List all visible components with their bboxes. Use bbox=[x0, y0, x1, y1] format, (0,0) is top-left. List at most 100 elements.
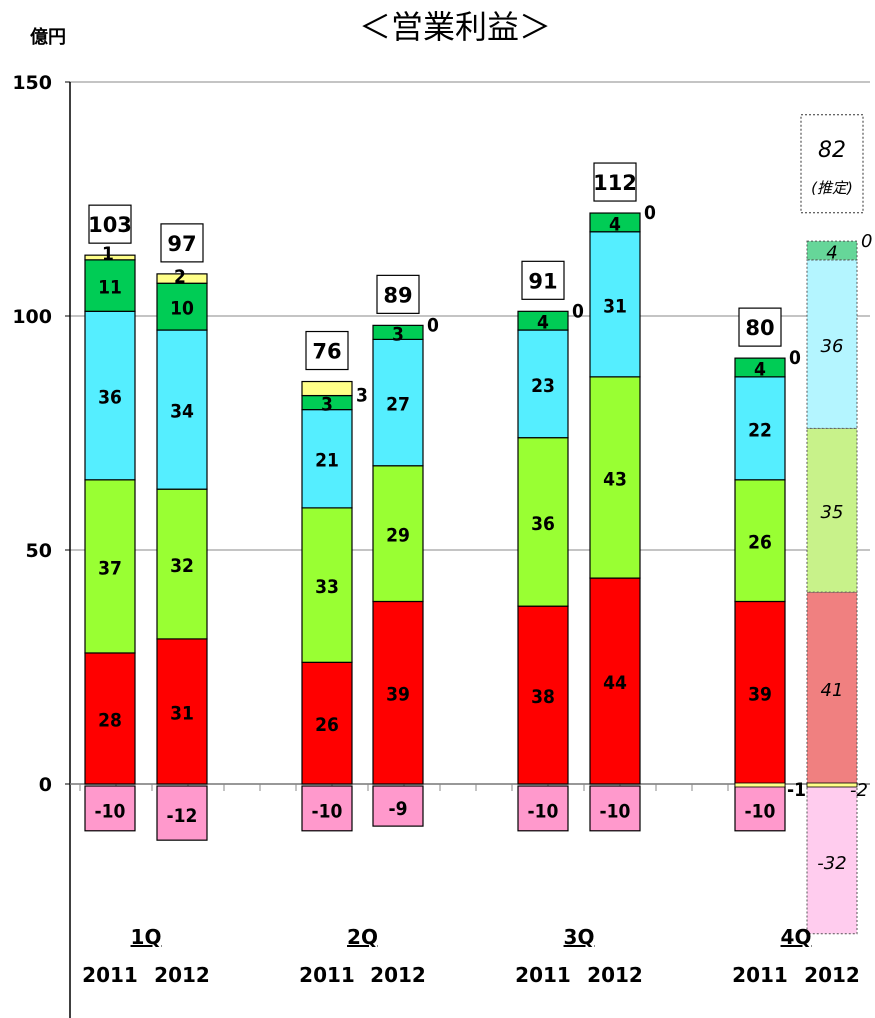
bar-segment bbox=[84, 259, 136, 312]
year-label: 2012 bbox=[804, 963, 860, 987]
bar-segment-negative bbox=[589, 785, 641, 832]
negative-value-label: -10 bbox=[95, 800, 126, 822]
segment-value-label: 35 bbox=[821, 502, 844, 523]
year-label: 2012 bbox=[154, 963, 210, 987]
segment-value-label: 21 bbox=[315, 450, 339, 472]
bar-segment bbox=[517, 329, 569, 439]
segment-value-label: 31 bbox=[603, 295, 627, 317]
bar-segment bbox=[734, 479, 786, 603]
total-value-label: 103 bbox=[88, 213, 132, 237]
quarter-label-4Q: 4Q bbox=[781, 925, 812, 949]
bar-segment-negative bbox=[301, 785, 353, 832]
segment-value-label: 3 bbox=[321, 394, 333, 416]
y-tick-label: 150 bbox=[12, 72, 52, 94]
bar-segment bbox=[301, 380, 353, 397]
bar-segment-negative bbox=[517, 785, 569, 832]
bar-stack-4Q-2011: 39 26 22 4 0 -10 -1 80 bbox=[734, 307, 806, 832]
segment-value-label: 28 bbox=[98, 709, 122, 731]
segment-value-label: 2 bbox=[174, 266, 186, 288]
total-box bbox=[738, 307, 782, 347]
bar-stack-1Q-2012: 31 32 34 10 2 -12 97 bbox=[156, 223, 208, 841]
total-value-label: 80 bbox=[745, 316, 774, 340]
total-box bbox=[521, 260, 565, 300]
extra-negative-label: -2 bbox=[850, 780, 868, 801]
bar-segment-negative bbox=[734, 785, 786, 832]
segment-value-label: 3 bbox=[356, 385, 368, 407]
segment-value-label: 27 bbox=[386, 394, 410, 416]
y-axis-unit-label: 億円 bbox=[30, 26, 66, 48]
year-label: 2011 bbox=[515, 963, 571, 987]
total-box bbox=[88, 204, 132, 244]
segment-value-label: 36 bbox=[531, 513, 555, 535]
bar-segment-extra-negative bbox=[806, 782, 858, 788]
estimate-label: (推定) bbox=[811, 179, 853, 197]
segment-value-label: 3 bbox=[392, 323, 404, 345]
quarter-label-3Q: 3Q bbox=[564, 925, 595, 949]
segment-value-label: 26 bbox=[748, 532, 772, 554]
year-label: 2012 bbox=[587, 963, 643, 987]
segment-value-label: 0 bbox=[572, 300, 584, 322]
bar-segment bbox=[372, 600, 424, 785]
negative-value-label: -9 bbox=[389, 798, 408, 820]
segment-value-label: 39 bbox=[386, 684, 410, 706]
bar-segment bbox=[589, 231, 641, 378]
segment-value-label: 0 bbox=[644, 202, 656, 224]
bar-stack-2Q-2012: 39 29 27 3 0 -9 89 bbox=[372, 274, 439, 827]
segment-value-label: 4 bbox=[826, 242, 837, 263]
segment-value-label: 41 bbox=[821, 680, 844, 701]
y-tick-label: 0 bbox=[39, 774, 52, 796]
extra-negative-label: -1 bbox=[787, 779, 806, 801]
bar-stack-4Q-2012: 41 35 36 4 0 -32 -2 82 (推定) bbox=[800, 114, 872, 935]
bar-stack-3Q-2012: 44 43 31 4 0 -10 112 bbox=[589, 162, 656, 832]
segment-value-label: 38 bbox=[531, 686, 555, 708]
negative-value-label: -10 bbox=[600, 800, 631, 822]
bar-segment bbox=[156, 282, 208, 331]
bar-segment bbox=[589, 577, 641, 785]
segment-value-label: 32 bbox=[170, 555, 194, 577]
segment-value-label: 11 bbox=[98, 277, 122, 299]
negative-value-label: -10 bbox=[312, 800, 343, 822]
negative-value-label: -10 bbox=[528, 800, 559, 822]
bar-segment bbox=[372, 465, 424, 603]
total-value-label: 97 bbox=[167, 232, 196, 256]
segment-value-label: 4 bbox=[754, 358, 766, 380]
total-box-estimate bbox=[800, 114, 864, 214]
segment-value-label: 44 bbox=[603, 672, 627, 694]
negative-value-label: -10 bbox=[745, 800, 776, 822]
bar-segment bbox=[734, 376, 786, 481]
bar-segment bbox=[156, 329, 208, 490]
bar-segment-extra-negative bbox=[734, 782, 786, 788]
bar-segment bbox=[806, 240, 858, 261]
total-value-label: 112 bbox=[593, 171, 637, 195]
bar-segment bbox=[517, 605, 569, 785]
quarter-label-1Q: 1Q bbox=[131, 925, 162, 949]
segment-value-label: 31 bbox=[170, 702, 194, 724]
year-label: 2011 bbox=[82, 963, 138, 987]
segment-value-label: 0 bbox=[861, 231, 872, 252]
bar-segment bbox=[301, 507, 353, 663]
negative-value-label: -12 bbox=[167, 805, 198, 827]
segment-value-label: 4 bbox=[609, 213, 621, 235]
segment-value-label: 4 bbox=[537, 312, 549, 334]
segment-value-label: 22 bbox=[748, 419, 772, 441]
segment-value-label: 43 bbox=[603, 468, 627, 490]
bar-segment bbox=[806, 591, 858, 785]
bar-segment bbox=[589, 376, 641, 579]
total-box bbox=[593, 162, 637, 202]
bar-segment bbox=[84, 254, 136, 261]
segment-value-label: 1 bbox=[102, 243, 114, 265]
bar-segment-negative bbox=[156, 785, 208, 841]
segment-value-label: 23 bbox=[531, 375, 555, 397]
bar-segment bbox=[156, 638, 208, 785]
segment-value-label: 36 bbox=[98, 387, 122, 409]
bar-segment bbox=[806, 427, 858, 593]
segment-value-label: 34 bbox=[170, 401, 194, 423]
segment-value-label: 0 bbox=[789, 347, 801, 369]
bar-segment bbox=[372, 324, 424, 340]
total-value-label: 76 bbox=[312, 340, 341, 364]
bar-segment bbox=[589, 212, 641, 233]
bar-stack-3Q-2011: 38 36 23 4 0 -10 91 bbox=[517, 260, 584, 832]
negative-value-label: -32 bbox=[817, 853, 846, 874]
